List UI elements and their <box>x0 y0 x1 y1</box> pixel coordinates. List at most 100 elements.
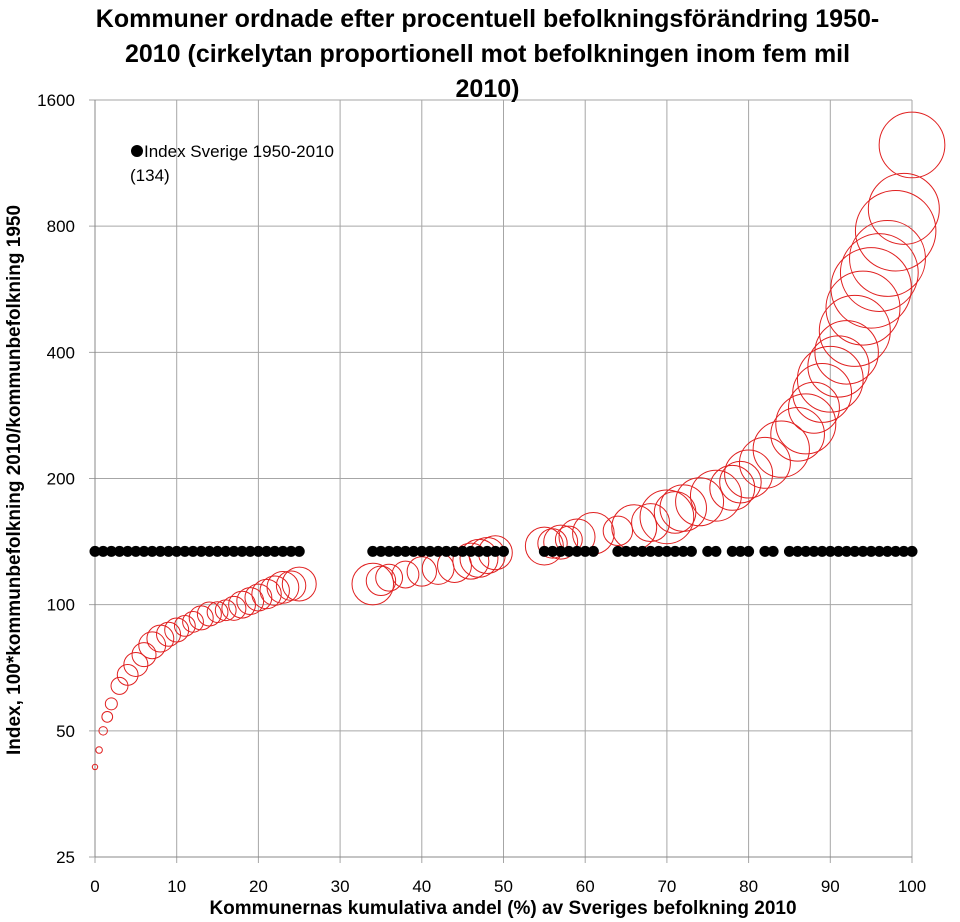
bubble <box>351 562 395 606</box>
point <box>383 545 395 557</box>
point <box>726 545 738 557</box>
point <box>890 545 902 557</box>
bubble <box>854 190 937 272</box>
legend-dot <box>131 145 143 157</box>
x-tick-label: 10 <box>167 877 186 896</box>
point <box>457 545 469 557</box>
point <box>792 545 804 557</box>
bubble <box>116 663 139 686</box>
point <box>89 545 101 557</box>
point <box>269 545 281 557</box>
point <box>97 545 109 557</box>
point <box>195 545 207 557</box>
bubble <box>524 526 564 566</box>
x-tick-label: 90 <box>821 877 840 896</box>
bubble <box>675 477 725 527</box>
grid <box>89 99 913 863</box>
point <box>114 545 126 557</box>
bubble <box>867 172 940 245</box>
point <box>228 545 240 557</box>
point <box>645 545 657 557</box>
bubble <box>259 575 290 606</box>
point <box>767 545 779 557</box>
bubble <box>611 504 658 551</box>
x-tick-label: 0 <box>90 877 99 896</box>
point <box>800 545 812 557</box>
bubble <box>104 697 118 711</box>
point <box>498 545 509 557</box>
bubble <box>878 111 946 179</box>
point <box>424 545 436 557</box>
point <box>187 545 199 557</box>
point <box>285 545 297 557</box>
point <box>367 545 379 557</box>
y-tick-label: 50 <box>56 722 75 741</box>
bubble <box>602 515 634 547</box>
point <box>146 545 158 557</box>
bubble <box>266 570 300 604</box>
point <box>391 545 403 557</box>
bubble <box>196 601 222 627</box>
bubble <box>724 449 774 499</box>
point <box>408 545 420 557</box>
point <box>473 545 485 557</box>
bubble <box>236 587 265 615</box>
point <box>841 545 853 557</box>
bubble <box>281 566 317 602</box>
point <box>154 545 166 557</box>
point <box>138 545 150 557</box>
bubble <box>775 393 837 455</box>
bubble <box>391 560 420 589</box>
bubble <box>849 219 926 297</box>
point <box>277 545 289 557</box>
point <box>489 545 501 557</box>
point <box>849 545 861 557</box>
point <box>579 545 591 557</box>
bubble <box>275 570 307 601</box>
point <box>203 545 215 557</box>
bubble <box>164 617 190 643</box>
legend-label: Index Sverige 1950-2010 (134) <box>130 142 334 185</box>
point <box>783 545 795 557</box>
bubble <box>719 460 762 504</box>
bubble <box>639 489 695 545</box>
point <box>432 545 444 557</box>
point <box>677 545 689 557</box>
point <box>628 545 640 557</box>
bubble <box>770 406 825 462</box>
bubble <box>365 565 397 597</box>
point <box>465 545 477 557</box>
bubble <box>738 436 791 489</box>
point <box>122 545 134 557</box>
bubble <box>537 528 568 559</box>
point <box>571 545 583 557</box>
bubble <box>818 294 891 367</box>
point <box>734 545 746 557</box>
point <box>881 545 893 557</box>
bubble <box>653 491 697 534</box>
y-tick-label: 200 <box>47 470 75 489</box>
point <box>130 545 142 557</box>
bubble <box>631 503 671 543</box>
bubble <box>839 233 919 312</box>
point <box>375 545 387 557</box>
bubble <box>146 624 175 653</box>
x-tick-label: 70 <box>657 877 676 896</box>
point <box>816 545 828 557</box>
point <box>399 545 411 557</box>
bubble <box>123 651 149 677</box>
point <box>898 545 910 557</box>
point <box>212 545 224 557</box>
bubble <box>101 710 114 723</box>
x-tick-label: 80 <box>739 877 758 896</box>
point <box>171 545 183 557</box>
point <box>873 545 885 557</box>
bubble <box>251 578 282 610</box>
point <box>587 545 599 557</box>
bubble <box>95 746 103 754</box>
point <box>857 545 869 557</box>
point <box>293 545 305 557</box>
bubble <box>814 320 879 385</box>
